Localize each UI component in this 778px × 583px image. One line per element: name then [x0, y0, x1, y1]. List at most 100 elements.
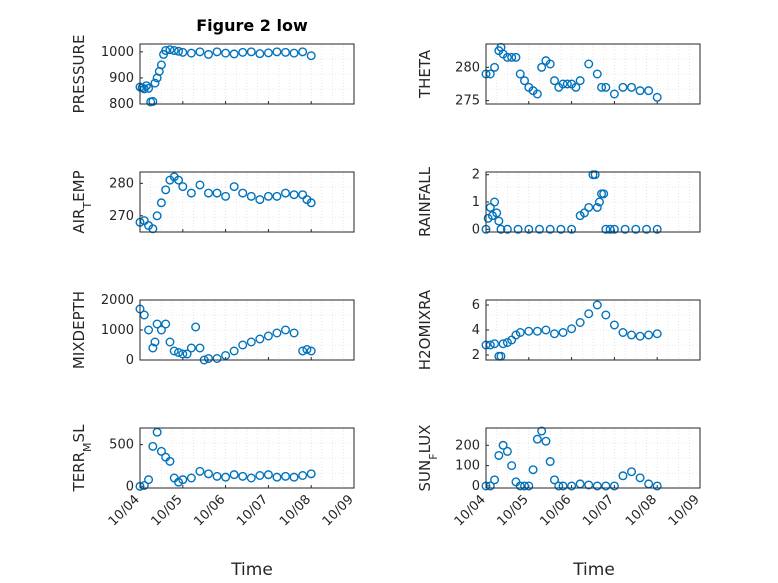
- data-point: [289, 328, 299, 338]
- data-point: [263, 331, 273, 341]
- y-tick-label: 280: [455, 60, 480, 75]
- data-point: [592, 300, 602, 310]
- data-point: [203, 49, 213, 59]
- axes-frame: [139, 299, 355, 361]
- data-point: [156, 446, 166, 456]
- data-point: [263, 191, 273, 201]
- x-tick-label: 10/04: [106, 492, 143, 529]
- x-axis-label-left: Time: [230, 560, 273, 580]
- data-point: [520, 76, 530, 86]
- subplot-terr-msl: 0 500 10/04 10/05 10/06 10/07 10/08 10/09 TERRMS…: [70, 424, 357, 529]
- data-point: [152, 211, 162, 221]
- data-point: [635, 86, 645, 96]
- data-point: [627, 467, 637, 477]
- data-point: [496, 224, 506, 234]
- data-point: [618, 82, 628, 92]
- data-point: [545, 457, 555, 467]
- data-point: [592, 481, 602, 491]
- y-tick-label: 0: [472, 222, 480, 237]
- x-tick-label: 10/09: [320, 492, 357, 529]
- data-point: [562, 79, 572, 89]
- data-point: [618, 328, 628, 338]
- data-point: [545, 59, 555, 69]
- data-point: [620, 224, 630, 234]
- data-point: [221, 191, 231, 201]
- y-axis-label: PRESSURE: [70, 35, 88, 114]
- data-point: [584, 480, 594, 490]
- data-point: [618, 471, 628, 481]
- data-point: [221, 48, 231, 58]
- data-point: [281, 471, 291, 481]
- data-point: [513, 224, 523, 234]
- data-point: [281, 188, 291, 198]
- data-point: [609, 89, 619, 99]
- data-point: [169, 46, 179, 56]
- data-point: [195, 466, 205, 476]
- data-point: [524, 481, 534, 491]
- data-point: [144, 475, 154, 485]
- data-point: [502, 52, 512, 62]
- data-point: [238, 471, 248, 481]
- data-point: [221, 472, 231, 482]
- data-point: [156, 60, 166, 70]
- figure-title: Figure 2 low: [196, 16, 308, 35]
- subplot-mixdepth: 0 1000 2000 MIXDEPTH: [70, 291, 355, 369]
- subplot-pressure: 800 900 1000 PRESSURE: [70, 35, 355, 114]
- data-point: [182, 349, 192, 359]
- data-point: [246, 191, 256, 201]
- x-tick-label: 10/07: [580, 492, 617, 529]
- data-point: [528, 465, 538, 475]
- data-point: [306, 346, 316, 356]
- y-tick-label: 0: [472, 479, 480, 494]
- y-tick-label: 500: [109, 438, 134, 453]
- data-point: [507, 52, 517, 62]
- data-point: [186, 188, 196, 198]
- y-axis-label: THETA: [416, 49, 434, 99]
- y-axis-label: TERRMSL: [70, 424, 94, 493]
- data-point: [635, 331, 645, 341]
- data-point: [195, 47, 205, 57]
- y-tick-label: 0: [126, 353, 134, 368]
- data-point: [601, 82, 611, 92]
- data-point: [584, 59, 594, 69]
- axes-frame: [139, 427, 355, 489]
- data-point: [161, 185, 171, 195]
- data-point: [272, 191, 282, 201]
- data-point: [289, 472, 299, 482]
- data-point: [532, 434, 542, 444]
- data-point: [579, 208, 589, 218]
- data-point: [609, 320, 619, 330]
- data-point: [549, 76, 559, 86]
- y-tick-label: 270: [109, 209, 134, 224]
- data-point: [592, 202, 602, 212]
- data-point: [599, 189, 609, 199]
- data-point: [502, 446, 512, 456]
- data-point: [507, 461, 517, 471]
- data-point: [502, 224, 512, 234]
- subplot-h2omixra: 2 4 6 H2OMIXRA: [416, 289, 701, 370]
- y-tick-label: 2000: [101, 293, 134, 308]
- data-point: [558, 481, 568, 491]
- y-tick-label: 4: [472, 323, 480, 338]
- data-point: [302, 345, 312, 355]
- data-point: [511, 52, 521, 62]
- data-point: [238, 47, 248, 57]
- data-point: [490, 197, 500, 207]
- data-point: [255, 334, 265, 344]
- data-point: [537, 426, 547, 436]
- data-point: [627, 82, 637, 92]
- y-axis-label: MIXDEPTH: [70, 291, 88, 369]
- data-point: [246, 473, 256, 483]
- y-tick-label: 2: [472, 348, 480, 363]
- data-point: [642, 224, 652, 234]
- data-point: [541, 325, 551, 335]
- data-point: [535, 224, 545, 234]
- data-point: [212, 47, 222, 57]
- data-point: [298, 346, 308, 356]
- data-point: [272, 328, 282, 338]
- axes-frame: [139, 171, 355, 233]
- data-point: [212, 471, 222, 481]
- y-tick-label: 1000: [101, 323, 134, 338]
- y-tick-label: 100: [455, 459, 480, 474]
- y-axis-label: H2OMIXRA: [416, 289, 434, 370]
